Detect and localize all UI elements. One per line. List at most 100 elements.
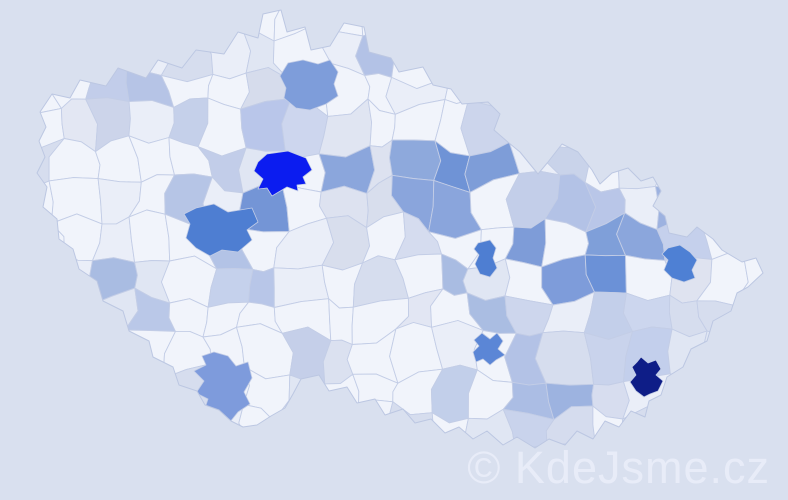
district-cell [542, 21, 598, 78]
district-cell [506, 444, 548, 448]
district-cell [655, 144, 710, 194]
district-region-highlight [629, 356, 664, 398]
district-cell [578, 73, 623, 110]
district-cell [315, 408, 359, 448]
district-cell [722, 72, 763, 118]
district-cell [542, 99, 592, 149]
district-region-highlight [661, 244, 698, 283]
district-cell [729, 298, 763, 337]
district-cell [466, 456, 517, 495]
district-cell [540, 10, 593, 39]
district-cell [37, 59, 62, 113]
district-cell [669, 370, 713, 415]
district-cell [426, 10, 479, 32]
district-cell [534, 330, 595, 386]
district-cell [693, 173, 739, 227]
district-cell [128, 100, 175, 144]
district-cell [128, 209, 171, 263]
district-cell [698, 36, 734, 80]
district-cell [505, 33, 548, 69]
district-cell [171, 10, 202, 38]
district-cell [101, 329, 135, 381]
district-cell [617, 144, 665, 190]
district-cell [37, 340, 65, 371]
district-cell [703, 10, 741, 41]
district-cell [120, 19, 174, 76]
district-cell [39, 369, 104, 423]
district-cell [285, 446, 318, 448]
district-cell [615, 35, 675, 74]
district-cell [165, 454, 218, 489]
district-cell [391, 27, 444, 90]
district-cell [580, 21, 619, 78]
district-cell [580, 10, 625, 38]
district-cell [442, 70, 472, 105]
district-cell [545, 67, 596, 112]
district-cell [37, 252, 65, 295]
district-cell [99, 370, 139, 410]
district-cell [138, 450, 176, 495]
district-cell [660, 67, 700, 109]
district-cell [501, 10, 547, 39]
district-cell [387, 10, 437, 33]
district-cell [389, 139, 442, 181]
district-cell [728, 439, 763, 448]
district-cell [613, 60, 674, 110]
district-cell [731, 405, 763, 448]
district-cell [389, 457, 441, 486]
district-cell [126, 370, 174, 412]
district-cell [467, 64, 521, 107]
district-cell [612, 10, 674, 47]
district-cell [202, 439, 257, 448]
district-cell [354, 449, 398, 486]
district-cell [664, 443, 707, 448]
district-cell [732, 10, 763, 41]
district-cell [702, 441, 738, 448]
district-cell [37, 10, 66, 44]
district-region-highlight [472, 332, 506, 366]
district-cell [426, 22, 473, 80]
district-cell [624, 443, 674, 448]
district-region-highlight [183, 203, 259, 257]
district-region-highlight [279, 59, 339, 111]
district-cell [508, 102, 551, 149]
district-cell [248, 267, 275, 308]
district-cell [697, 365, 742, 409]
district-cell [667, 402, 713, 448]
district-cell [47, 408, 109, 448]
district-cell [164, 401, 217, 448]
district-cell [50, 34, 93, 80]
district-cell [511, 64, 548, 112]
district-cell [7, 456, 61, 495]
district-cell [248, 439, 295, 448]
district-cell [54, 10, 87, 40]
district-cell [692, 72, 734, 118]
district-cell [726, 173, 763, 228]
district-cell [360, 10, 402, 37]
district-cell [663, 99, 710, 157]
district-cell [692, 101, 749, 161]
district-cell [731, 219, 763, 256]
district-cell [313, 446, 360, 448]
district-cell [49, 331, 107, 381]
district-cell [37, 37, 56, 79]
district-cell [725, 33, 763, 81]
district-cell [59, 287, 103, 342]
district-cell [693, 148, 749, 194]
district-cell [613, 102, 668, 153]
district-cell [428, 457, 472, 480]
district-cell [273, 420, 321, 448]
district-cell [625, 254, 673, 301]
district-region-highlight [473, 239, 498, 278]
district-cell [37, 364, 51, 418]
district-cell [737, 148, 763, 192]
district-cell [539, 442, 598, 448]
district-cell [160, 31, 214, 83]
district-cell [667, 328, 708, 377]
district-cell [730, 369, 763, 410]
district-cell [122, 10, 180, 33]
district-cell [126, 401, 179, 448]
country-outline [36, 9, 764, 449]
